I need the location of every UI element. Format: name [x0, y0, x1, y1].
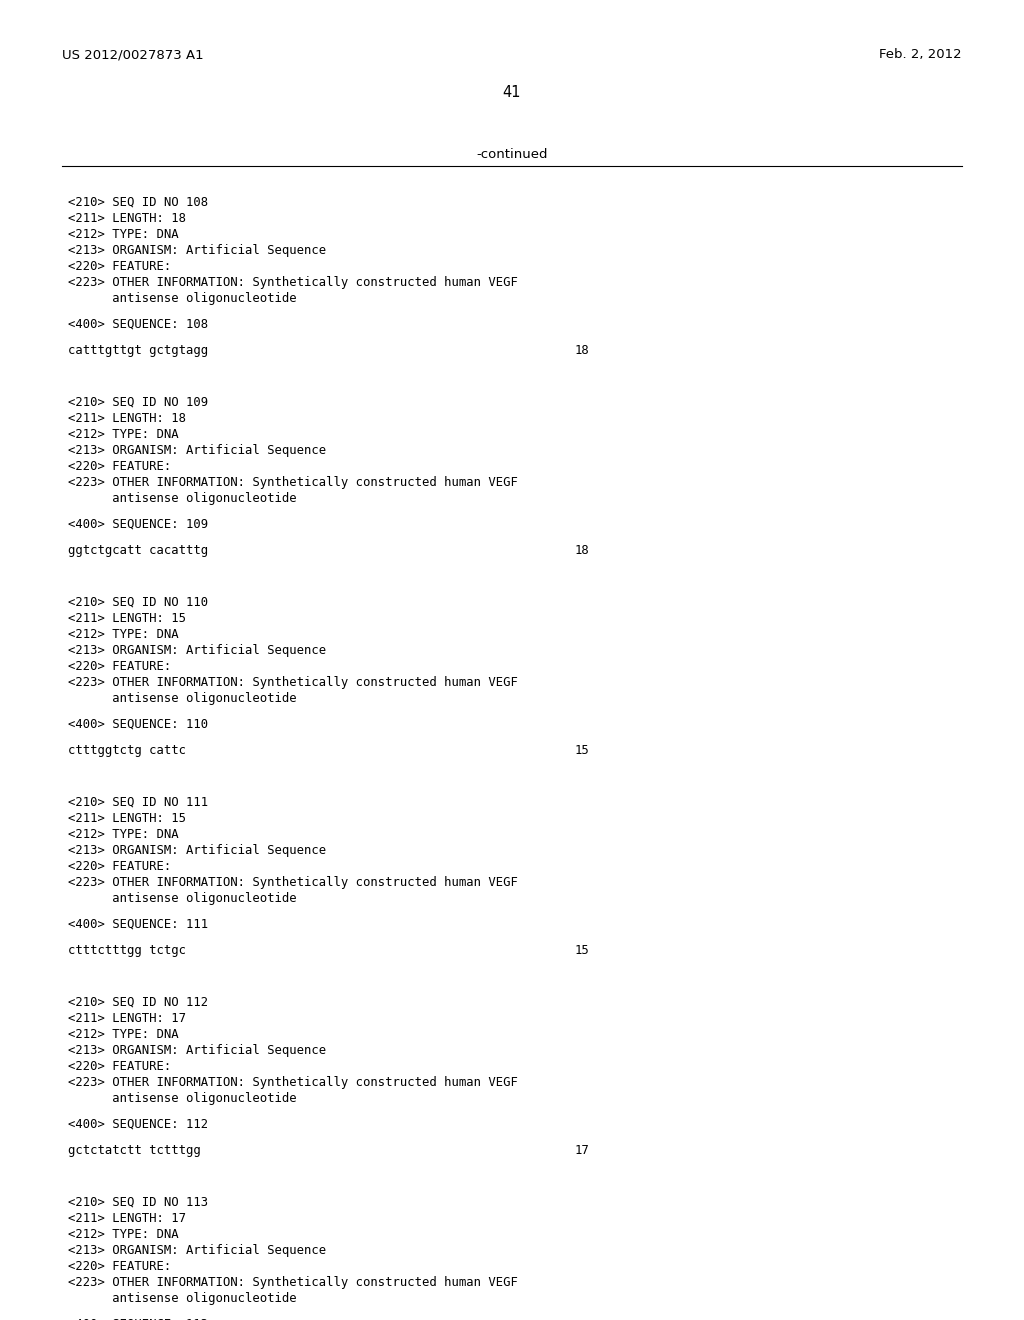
- Text: <400> SEQUENCE: 111: <400> SEQUENCE: 111: [68, 917, 208, 931]
- Text: <400> SEQUENCE: 109: <400> SEQUENCE: 109: [68, 517, 208, 531]
- Text: <223> OTHER INFORMATION: Synthetically constructed human VEGF: <223> OTHER INFORMATION: Synthetically c…: [68, 477, 518, 488]
- Text: <210> SEQ ID NO 111: <210> SEQ ID NO 111: [68, 796, 208, 809]
- Text: antisense oligonucleotide: antisense oligonucleotide: [68, 892, 297, 906]
- Text: <211> LENGTH: 17: <211> LENGTH: 17: [68, 1212, 186, 1225]
- Text: 15: 15: [575, 744, 590, 756]
- Text: <211> LENGTH: 18: <211> LENGTH: 18: [68, 213, 186, 224]
- Text: ggtctgcatt cacatttg: ggtctgcatt cacatttg: [68, 544, 208, 557]
- Text: <220> FEATURE:: <220> FEATURE:: [68, 861, 171, 873]
- Text: <211> LENGTH: 18: <211> LENGTH: 18: [68, 412, 186, 425]
- Text: 41: 41: [503, 84, 521, 100]
- Text: <210> SEQ ID NO 108: <210> SEQ ID NO 108: [68, 195, 208, 209]
- Text: ctttctttgg tctgc: ctttctttgg tctgc: [68, 944, 186, 957]
- Text: <211> LENGTH: 17: <211> LENGTH: 17: [68, 1012, 186, 1026]
- Text: Feb. 2, 2012: Feb. 2, 2012: [880, 48, 962, 61]
- Text: 18: 18: [575, 544, 590, 557]
- Text: catttgttgt gctgtagg: catttgttgt gctgtagg: [68, 345, 208, 356]
- Text: antisense oligonucleotide: antisense oligonucleotide: [68, 492, 297, 506]
- Text: <213> ORGANISM: Artificial Sequence: <213> ORGANISM: Artificial Sequence: [68, 843, 326, 857]
- Text: <220> FEATURE:: <220> FEATURE:: [68, 459, 171, 473]
- Text: <211> LENGTH: 15: <211> LENGTH: 15: [68, 612, 186, 624]
- Text: US 2012/0027873 A1: US 2012/0027873 A1: [62, 48, 204, 61]
- Text: <213> ORGANISM: Artificial Sequence: <213> ORGANISM: Artificial Sequence: [68, 1044, 326, 1057]
- Text: <212> TYPE: DNA: <212> TYPE: DNA: [68, 228, 178, 242]
- Text: <223> OTHER INFORMATION: Synthetically constructed human VEGF: <223> OTHER INFORMATION: Synthetically c…: [68, 676, 518, 689]
- Text: <223> OTHER INFORMATION: Synthetically constructed human VEGF: <223> OTHER INFORMATION: Synthetically c…: [68, 276, 518, 289]
- Text: <212> TYPE: DNA: <212> TYPE: DNA: [68, 1228, 178, 1241]
- Text: <223> OTHER INFORMATION: Synthetically constructed human VEGF: <223> OTHER INFORMATION: Synthetically c…: [68, 876, 518, 888]
- Text: <210> SEQ ID NO 109: <210> SEQ ID NO 109: [68, 396, 208, 409]
- Text: <212> TYPE: DNA: <212> TYPE: DNA: [68, 1028, 178, 1041]
- Text: <220> FEATURE:: <220> FEATURE:: [68, 660, 171, 673]
- Text: <220> FEATURE:: <220> FEATURE:: [68, 1261, 171, 1272]
- Text: antisense oligonucleotide: antisense oligonucleotide: [68, 692, 297, 705]
- Text: antisense oligonucleotide: antisense oligonucleotide: [68, 292, 297, 305]
- Text: gctctatctt tctttgg: gctctatctt tctttgg: [68, 1144, 201, 1158]
- Text: -continued: -continued: [476, 148, 548, 161]
- Text: <220> FEATURE:: <220> FEATURE:: [68, 260, 171, 273]
- Text: <212> TYPE: DNA: <212> TYPE: DNA: [68, 828, 178, 841]
- Text: <400> SEQUENCE: 113: <400> SEQUENCE: 113: [68, 1317, 208, 1320]
- Text: 18: 18: [575, 345, 590, 356]
- Text: <400> SEQUENCE: 108: <400> SEQUENCE: 108: [68, 318, 208, 331]
- Text: 15: 15: [575, 944, 590, 957]
- Text: 17: 17: [575, 1144, 590, 1158]
- Text: <210> SEQ ID NO 110: <210> SEQ ID NO 110: [68, 597, 208, 609]
- Text: <213> ORGANISM: Artificial Sequence: <213> ORGANISM: Artificial Sequence: [68, 1243, 326, 1257]
- Text: antisense oligonucleotide: antisense oligonucleotide: [68, 1292, 297, 1305]
- Text: <211> LENGTH: 15: <211> LENGTH: 15: [68, 812, 186, 825]
- Text: <213> ORGANISM: Artificial Sequence: <213> ORGANISM: Artificial Sequence: [68, 644, 326, 657]
- Text: <220> FEATURE:: <220> FEATURE:: [68, 1060, 171, 1073]
- Text: <212> TYPE: DNA: <212> TYPE: DNA: [68, 428, 178, 441]
- Text: <210> SEQ ID NO 113: <210> SEQ ID NO 113: [68, 1196, 208, 1209]
- Text: <223> OTHER INFORMATION: Synthetically constructed human VEGF: <223> OTHER INFORMATION: Synthetically c…: [68, 1076, 518, 1089]
- Text: <213> ORGANISM: Artificial Sequence: <213> ORGANISM: Artificial Sequence: [68, 244, 326, 257]
- Text: antisense oligonucleotide: antisense oligonucleotide: [68, 1092, 297, 1105]
- Text: <213> ORGANISM: Artificial Sequence: <213> ORGANISM: Artificial Sequence: [68, 444, 326, 457]
- Text: <210> SEQ ID NO 112: <210> SEQ ID NO 112: [68, 997, 208, 1008]
- Text: <400> SEQUENCE: 112: <400> SEQUENCE: 112: [68, 1118, 208, 1131]
- Text: ctttggtctg cattc: ctttggtctg cattc: [68, 744, 186, 756]
- Text: <400> SEQUENCE: 110: <400> SEQUENCE: 110: [68, 718, 208, 731]
- Text: <223> OTHER INFORMATION: Synthetically constructed human VEGF: <223> OTHER INFORMATION: Synthetically c…: [68, 1276, 518, 1290]
- Text: <212> TYPE: DNA: <212> TYPE: DNA: [68, 628, 178, 642]
